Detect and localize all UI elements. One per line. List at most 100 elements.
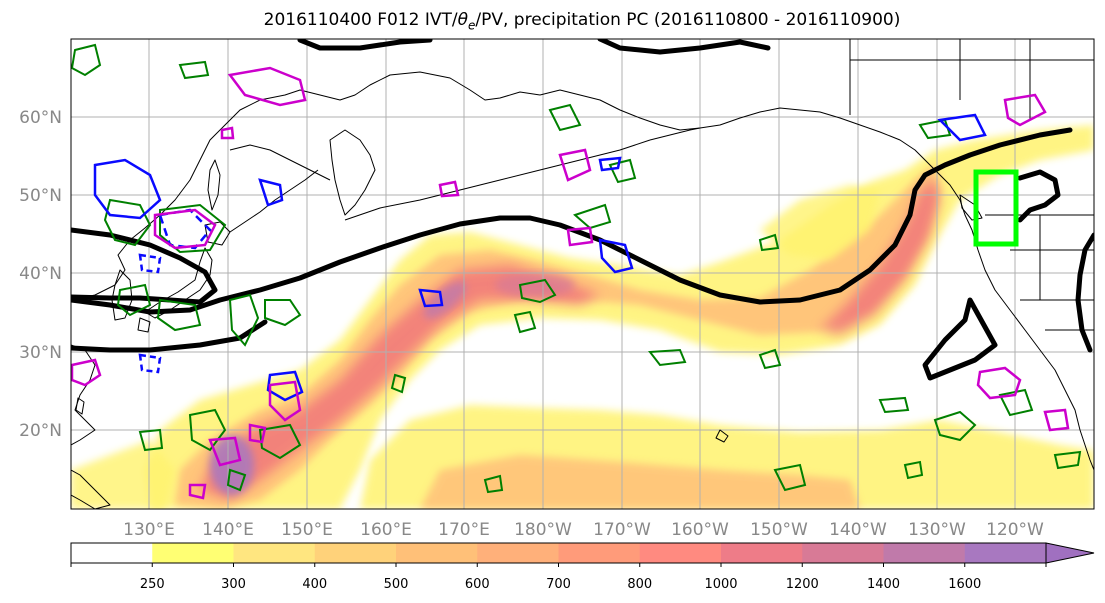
lon-label-150e: 150°E (281, 520, 333, 540)
coast-korea (111, 269, 133, 321)
colorbar-tick-label: 400 (302, 577, 327, 592)
precip-contour (228, 293, 260, 347)
pv-positive-contour (418, 288, 444, 308)
colorbar-tick-label: 1400 (867, 577, 900, 592)
colorbar-segment (233, 543, 316, 563)
pv-negative-contour (1003, 93, 1047, 127)
ivt-peak-kuroshio (424, 281, 466, 319)
precip-contour (548, 103, 582, 132)
precip-contour (390, 373, 407, 394)
colorbar-tick-label: 250 (140, 577, 165, 592)
coast-hawaii (715, 429, 729, 443)
map-frame (70, 38, 1095, 510)
lon-label-150w: 150°W (750, 520, 808, 540)
latitude-labels: 60°N 50°N 40°N 30°N 20°N (19, 108, 62, 441)
lon-label-140w: 140°W (829, 520, 887, 540)
precip-contour (116, 283, 152, 317)
longitude-labels: 130°E 140°E 150°E 160°E 170°E 180°W 170°… (123, 520, 1044, 540)
colorbar-tick-label: 600 (465, 577, 490, 592)
precip-contour (933, 410, 977, 442)
precip-contour (648, 348, 687, 367)
title-theta-sub: e (468, 18, 476, 33)
precip-contour (264, 299, 302, 327)
colorbar-segment (639, 543, 722, 563)
colorbar: 250 300 400 500 600 700 800 1000 1200 1400 1600 (70, 542, 1095, 592)
colorbar-segment (314, 543, 397, 563)
precip-contour (156, 298, 202, 332)
target-region-box (973, 169, 1019, 247)
pv-negative-contour (227, 66, 307, 107)
coast-philippines (71, 469, 111, 509)
pv-negative-contour (558, 148, 592, 182)
pv-positive-contour (937, 113, 987, 142)
coast-taiwan (75, 397, 85, 415)
theta-e-contour-cutoff (1017, 169, 1061, 223)
title-theta: θ (457, 10, 468, 30)
title-suffix: /PV, precipitation PC (2016110800 - 2016… (475, 10, 901, 30)
colorbar-segment (152, 543, 234, 563)
colorbar-tick-label: 700 (546, 577, 571, 592)
pv-negative-contour (71, 358, 102, 387)
map-panel (71, 39, 1094, 509)
colorbar-segment (883, 543, 966, 563)
pv-negative-contour (208, 436, 242, 467)
colorbar-segments (71, 543, 1047, 563)
theta-e-contours (71, 39, 1094, 381)
lon-label-120w: 120°W (986, 520, 1044, 540)
precip-contour (513, 310, 537, 334)
ivt-band-high (200, 265, 600, 500)
lat-label-40n: 40°N (19, 264, 62, 284)
precip-contour (138, 428, 164, 452)
coast-alaska-peninsula (649, 127, 701, 141)
precip-contour (878, 396, 910, 414)
colorbar-segment (721, 543, 803, 563)
theta-e-contour-jet (71, 127, 1073, 315)
pv-positive-contour (93, 158, 162, 220)
colorbar-segment (558, 543, 641, 563)
colorbar-tick-label: 1200 (786, 577, 819, 592)
coast-sea-okhotsk (229, 144, 331, 181)
theta-e-contour-north (297, 39, 771, 55)
precip-contour (483, 474, 504, 494)
coast-baja (1079, 429, 1094, 471)
pv-negative-contour (976, 366, 1022, 400)
precip-contour (758, 348, 782, 370)
title-prefix: 2016110400 F012 IVT/ (263, 10, 458, 30)
precip-contour (903, 460, 924, 480)
figure-title: 2016110400 F012 IVT/θe/PV, precipitation… (70, 10, 1094, 32)
lat-label-60n: 60°N (19, 108, 62, 128)
pv-negative-contour (438, 180, 460, 198)
colorbar-segment (802, 543, 884, 563)
coast-alaska (539, 89, 936, 171)
precip-contour (518, 278, 557, 304)
pv-negative-contour (188, 483, 207, 500)
precip-contour (758, 233, 780, 252)
lat-label-50n: 50°N (19, 186, 62, 206)
theta-e-contour-east (1075, 232, 1094, 353)
colorbar-segment (964, 543, 1047, 563)
lat-label-20n: 20°N (19, 421, 62, 441)
pv-negative-contour (248, 423, 267, 444)
pv-positive-contour (258, 178, 284, 207)
ivt-peak-midpacific (495, 273, 575, 297)
pv-negative-contour (153, 208, 217, 250)
theta-e-contour-coast-loop (922, 297, 998, 381)
precip-contour (608, 158, 637, 184)
coast-kuril-chain (229, 169, 319, 233)
precip-contour (178, 60, 210, 80)
colorbar-tick-label: 800 (627, 577, 652, 592)
coast-kamchatka (329, 129, 376, 216)
pv-positive-contour (138, 353, 162, 374)
lon-label-140e: 140°E (202, 520, 254, 540)
pv-negative-contour (220, 126, 235, 140)
border-canada-provinces (850, 39, 1094, 120)
colorbar-tick-label: 300 (221, 577, 246, 592)
ivt-gulf-alaska-yellow (760, 185, 880, 260)
pv-positive-contour (598, 238, 634, 274)
pv-positive-contour (138, 253, 162, 274)
theta-e-contour-south (71, 319, 268, 353)
precip-contour (103, 198, 152, 247)
border-us-states (1010, 215, 1094, 331)
